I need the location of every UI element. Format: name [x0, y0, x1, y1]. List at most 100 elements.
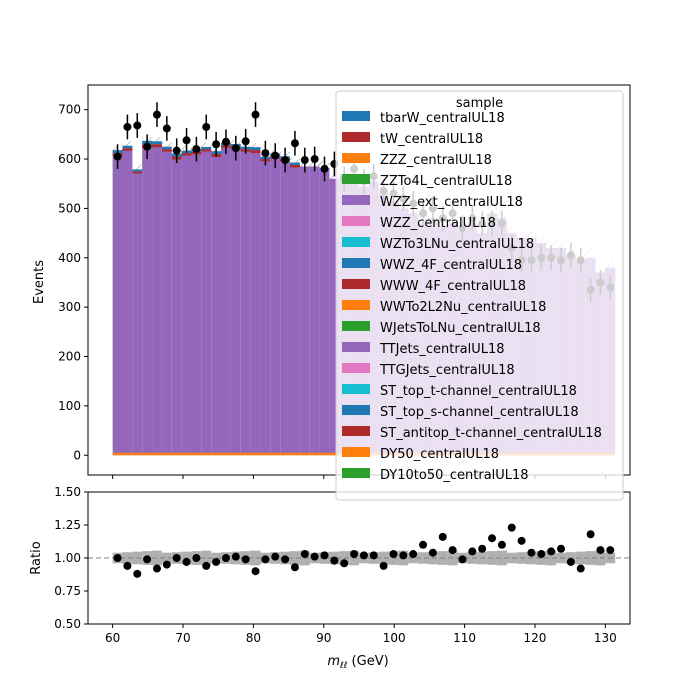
- y-tick-label: 700: [58, 103, 81, 117]
- data-point: [251, 110, 260, 119]
- data-point: [300, 156, 309, 165]
- legend-swatch: [342, 384, 370, 394]
- uncertainty-hatch-bin: [290, 158, 300, 165]
- data-point: [133, 121, 142, 130]
- stack-bar-dy: [142, 452, 153, 456]
- x-tick-label: 60: [105, 631, 120, 645]
- ratio-point: [458, 555, 467, 564]
- ratio-point: [379, 561, 388, 570]
- y-tick-label: 0: [73, 448, 81, 462]
- ratio-point: [419, 540, 428, 549]
- ratio-point: [340, 559, 349, 568]
- stack-bar-ttjets: [280, 159, 291, 456]
- legend-swatch: [342, 321, 370, 331]
- legend-swatch: [342, 258, 370, 268]
- ratio-uncertainty-band: [496, 550, 507, 566]
- ratio-point: [596, 546, 605, 555]
- ratio-y-tick-label: 1.00: [54, 551, 81, 565]
- ratio-point: [162, 560, 171, 569]
- stack-bar-dy: [191, 452, 202, 456]
- ratio-point: [359, 551, 368, 560]
- ratio-point: [182, 557, 191, 566]
- data-point: [123, 122, 132, 131]
- legend-swatch: [342, 279, 370, 289]
- y-tick-label: 200: [58, 350, 81, 364]
- y-axis-label-ratio: Ratio: [29, 541, 44, 574]
- ratio-point: [389, 550, 398, 559]
- legend-entry-label: DY50_centralUL18: [380, 447, 499, 462]
- stack-bar-ttjets: [152, 144, 162, 456]
- legend-entry-label: WZTo3LNu_centralUL18: [380, 237, 534, 252]
- ratio-point: [369, 551, 378, 560]
- x-tick-label: 90: [316, 631, 331, 645]
- legend-title: sample: [456, 96, 503, 111]
- ratio-point: [221, 554, 230, 562]
- ratio-point: [576, 564, 585, 573]
- stack-bar-dy: [319, 452, 330, 456]
- stack-bar-dy: [240, 452, 251, 456]
- legend-entry-label: ZZZ_centralUL18: [380, 153, 492, 168]
- ratio-point: [271, 552, 280, 561]
- stack-bar-tbarw: [132, 169, 143, 172]
- ratio-uncertainty-band: [161, 552, 172, 564]
- data-point: [281, 156, 290, 165]
- legend-entry-label: ZZTo4L_centralUL18: [380, 174, 512, 189]
- stack-bar-dy: [161, 452, 172, 456]
- stack-bar-ttjets: [161, 149, 172, 456]
- stack-bar-dy: [201, 452, 212, 456]
- stack-bar-dy: [152, 452, 162, 456]
- legend-swatch: [342, 111, 370, 121]
- stack-bar-dy: [290, 452, 300, 456]
- stack-bar-ttjets: [191, 151, 202, 456]
- stack-bar-tw: [122, 148, 133, 151]
- data-point: [241, 137, 250, 146]
- ratio-point: [527, 548, 536, 557]
- stack-bar-dy: [171, 452, 182, 456]
- data-point: [271, 151, 280, 160]
- data-point: [212, 140, 221, 149]
- stack-bar-ttjets: [122, 148, 133, 456]
- legend-swatch: [342, 468, 370, 478]
- x-tick-label: 120: [524, 631, 547, 645]
- uncertainty-hatch-bin: [152, 137, 162, 145]
- ratio-point: [290, 563, 299, 572]
- stack-bar-dy: [270, 452, 281, 456]
- stack-bar-dy: [260, 452, 271, 456]
- data-point: [152, 110, 161, 119]
- stack-bar-ttjets: [112, 153, 123, 456]
- stack-bar-tbarw: [290, 162, 300, 165]
- ratio-y-tick-label: 1.25: [54, 518, 81, 532]
- stack-bar-dy: [250, 452, 261, 456]
- uncertainty-hatch-bin: [122, 141, 133, 149]
- stack-bar-ttjets: [211, 154, 222, 456]
- y-axis-label-events: Events: [32, 260, 47, 304]
- ratio-point: [261, 555, 270, 564]
- legend-entry-label: tbarW_centralUL18: [380, 111, 505, 126]
- stack-bar-ttjets: [221, 145, 231, 456]
- x-tick-label: 100: [383, 631, 406, 645]
- uncertainty-hatch-bin: [161, 142, 172, 150]
- ratio-point: [310, 552, 319, 561]
- ratio-point: [428, 548, 437, 557]
- stack-bar-ttjets: [329, 178, 340, 456]
- ratio-uncertainty-band: [378, 551, 389, 565]
- stack-bar-tbarw: [250, 147, 261, 151]
- ratio-point: [586, 530, 595, 539]
- legend-swatch: [342, 153, 370, 163]
- legend-swatch: [342, 342, 370, 352]
- ratio-point: [537, 550, 546, 559]
- stack-bar-dy: [230, 452, 241, 456]
- legend-entry-label: WJetsToLNu_centralUL18: [380, 321, 541, 336]
- ratio-point: [438, 532, 447, 541]
- stack-bar-tw: [152, 144, 162, 148]
- stack-bar-ttjets: [240, 149, 251, 456]
- stack-bar-tw: [161, 149, 172, 152]
- y-tick-label: 100: [58, 399, 81, 413]
- stack-bar-ttjets: [299, 166, 310, 456]
- ratio-point: [172, 554, 181, 562]
- legend-entry-label: ST_top_t-channel_centralUL18: [380, 384, 577, 399]
- legend-swatch: [342, 237, 370, 247]
- data-point: [261, 149, 270, 158]
- stack-bar-dy: [132, 452, 143, 456]
